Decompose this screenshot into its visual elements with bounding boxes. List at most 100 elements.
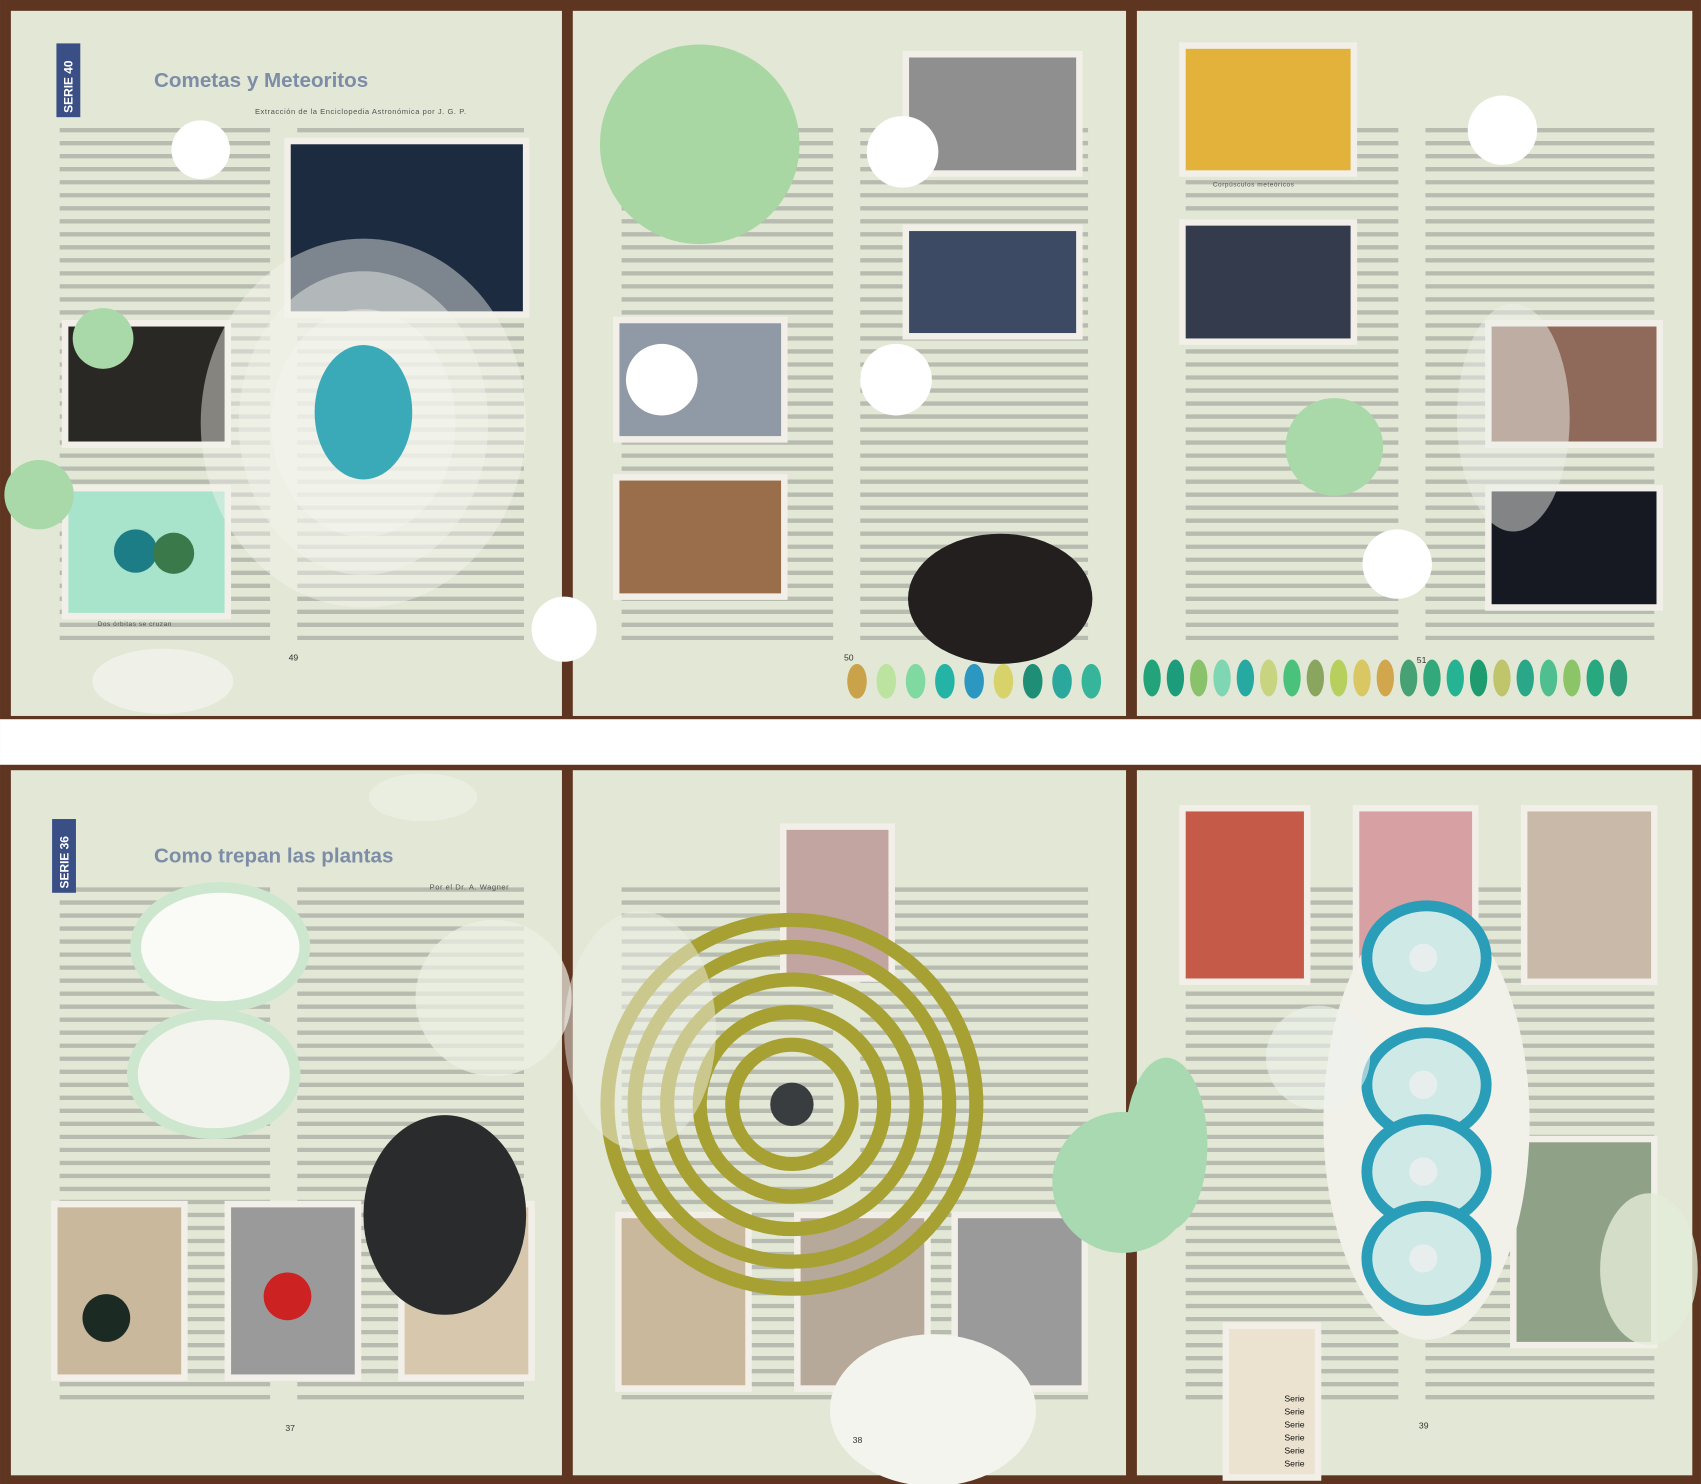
paint-swatch <box>1563 659 1581 697</box>
caption: Dos órbitas se cruzan <box>98 621 172 628</box>
white-paint-blob <box>130 881 311 1013</box>
paint-swatch <box>1081 663 1102 699</box>
paint-swatch <box>1493 659 1511 697</box>
paint-swatch <box>905 663 926 699</box>
red-dome <box>263 1272 312 1321</box>
white-paint-blob <box>126 1008 301 1140</box>
printed-texts: SERIE 40 Cometas y Meteoritos Extracción… <box>52 43 1429 1469</box>
serie-label: Serie <box>1284 1459 1304 1469</box>
illustration <box>902 224 1083 340</box>
caption: Corpúsculos meteóricos <box>1213 182 1295 189</box>
paint-swatch <box>1446 659 1464 697</box>
paint-disc <box>599 44 800 245</box>
disc <box>625 343 698 416</box>
paint-swatch <box>1469 659 1488 697</box>
byline: Extracción de la Enciclopedia Astronómic… <box>255 107 467 116</box>
page-number: 49 <box>289 653 299 663</box>
disc <box>415 919 572 1077</box>
page-title: Cometas y Meteoritos <box>154 69 368 92</box>
byline: Por el Dr. A. Wagner <box>430 883 510 892</box>
gap <box>0 719 1701 765</box>
vellum-oval <box>564 911 716 1150</box>
paint-swatch <box>1143 659 1161 697</box>
white-blob <box>829 1334 1036 1484</box>
glass-bead <box>1409 1244 1438 1273</box>
page-title: Como trepan las plantas <box>154 844 393 867</box>
disc <box>113 529 158 573</box>
illustration <box>284 137 530 318</box>
series-band <box>52 819 76 893</box>
paint-swatch <box>1260 659 1278 697</box>
paint-swatch <box>1353 659 1371 697</box>
turquoise-egg <box>314 344 413 480</box>
disc <box>171 120 230 179</box>
gold-spiral-ring <box>725 1037 859 1172</box>
page-number: 39 <box>1419 1421 1429 1431</box>
series-label: SERIE 40 <box>62 60 76 113</box>
paint-swatch <box>1539 659 1558 697</box>
serie-label: Serie <box>1284 1420 1304 1430</box>
serie-label: Serie <box>1284 1433 1304 1443</box>
illustration <box>51 1200 188 1381</box>
paint-swatch <box>1283 659 1301 697</box>
illustration <box>1179 804 1311 985</box>
disc <box>866 116 939 188</box>
paint-swatch <box>1329 659 1348 697</box>
glass-bead <box>1409 1070 1438 1099</box>
black-sphere <box>907 533 1093 664</box>
disc <box>531 596 597 662</box>
paint-swatch <box>1516 659 1534 697</box>
disc <box>860 343 932 416</box>
serie-label: Serie <box>1284 1394 1304 1404</box>
serie-label: Serie <box>1284 1407 1304 1417</box>
series-band <box>56 43 81 118</box>
illustration <box>1179 219 1358 345</box>
illustration <box>1179 42 1358 177</box>
paint-disc <box>4 459 74 530</box>
paint-swatch <box>1423 659 1441 697</box>
paint-swatch <box>1022 663 1043 699</box>
serie-labels: Serie Serie Serie Serie Serie Serie <box>1284 1394 1304 1469</box>
paint-swatch <box>993 663 1014 699</box>
serie-label: Serie <box>1284 1446 1304 1456</box>
black-sphere <box>82 1294 131 1342</box>
glass-bead <box>1409 943 1438 972</box>
vellum-oval <box>1456 303 1570 532</box>
disc <box>1467 95 1538 165</box>
disc <box>152 532 195 574</box>
paint-swatch <box>847 663 867 699</box>
paint-swatch <box>876 663 897 699</box>
paint-swatch <box>1190 659 1208 697</box>
page-number: 51 <box>1417 655 1427 665</box>
glass-bead <box>1409 1157 1438 1186</box>
paint-swatch <box>935 663 955 699</box>
illustration <box>612 474 788 600</box>
illustration <box>1520 804 1658 985</box>
paint-swatch <box>1236 659 1255 697</box>
page-number: 37 <box>285 1423 295 1433</box>
disc <box>1362 529 1432 599</box>
paint-swatch <box>964 663 984 699</box>
series-label: SERIE 36 <box>57 836 71 889</box>
paint-swatch <box>1609 659 1628 697</box>
paint-swatch <box>1166 659 1185 697</box>
label-card <box>1222 1322 1322 1481</box>
black-sphere <box>770 1082 814 1127</box>
black-sphere <box>363 1115 527 1315</box>
paint-disc <box>1124 1057 1208 1232</box>
paint-disc <box>1285 398 1384 496</box>
oval <box>368 773 478 822</box>
paint-swatch <box>1376 659 1394 697</box>
page-number: 50 <box>844 653 854 663</box>
paint-disc <box>72 308 134 369</box>
oval <box>1600 1193 1698 1346</box>
oval <box>92 648 234 714</box>
page-number: 38 <box>853 1435 863 1445</box>
disc <box>1265 1005 1371 1110</box>
paint-swatch <box>1052 663 1072 699</box>
paint-swatch <box>1586 659 1604 697</box>
paint-swatch <box>1399 659 1418 697</box>
paint-swatch <box>1306 659 1325 697</box>
